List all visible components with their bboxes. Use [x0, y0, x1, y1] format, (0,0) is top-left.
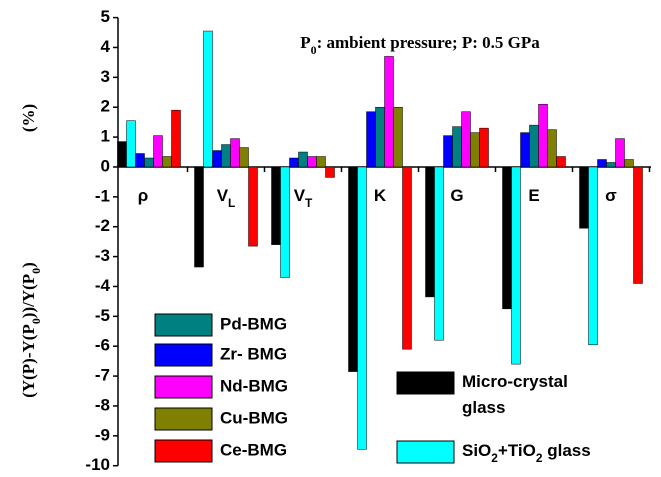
- legend-swatch: [154, 343, 213, 367]
- y-tick-label: -5: [95, 306, 110, 325]
- bar: [452, 126, 462, 168]
- bar: [624, 159, 634, 168]
- bar: [615, 138, 625, 168]
- legend-label: Pd-BMG: [220, 314, 287, 333]
- bar: [393, 106, 403, 168]
- y-tick-label: -3: [95, 246, 110, 265]
- y-tick-label: 4: [101, 37, 111, 56]
- y-axis-unit: (%): [19, 104, 38, 132]
- bar: [298, 151, 308, 168]
- y-tick-label: -8: [95, 395, 110, 414]
- bar: [194, 166, 204, 268]
- y-tick-label: -6: [95, 336, 110, 355]
- x-tick-label: G: [450, 186, 463, 205]
- y-tick-label: -4: [95, 276, 111, 295]
- bar: [162, 156, 172, 168]
- bar: [135, 153, 145, 168]
- bar: [230, 138, 240, 168]
- bar: [434, 166, 444, 341]
- legend-label: SiO2+TiO2 glass: [462, 441, 591, 465]
- x-tick-label: K: [374, 186, 387, 205]
- bar: [325, 166, 335, 178]
- bar: [203, 30, 213, 168]
- bar: [588, 166, 598, 345]
- y-tick-label: -10: [85, 455, 110, 474]
- bar: [538, 103, 548, 168]
- bar: [633, 166, 643, 284]
- bar: [357, 166, 367, 450]
- bar: [153, 135, 163, 168]
- bar: [316, 156, 326, 168]
- bar: [511, 166, 521, 365]
- y-tick-label: 3: [101, 67, 110, 86]
- y-tick-label: 1: [101, 127, 110, 146]
- bar: [126, 120, 136, 168]
- legend-label: Nd-BMG: [220, 376, 288, 395]
- bar: [144, 157, 154, 168]
- legend-swatch: [396, 440, 455, 464]
- y-tick-label: 2: [101, 97, 110, 116]
- y-axis-label: (Y(P)-Y(P0))/Y(P0): [19, 262, 43, 398]
- bar: [248, 166, 258, 247]
- chart-title: P0: ambient pressure; P: 0.5 GPa: [300, 33, 540, 57]
- bar: [375, 106, 385, 168]
- bar: [579, 166, 589, 229]
- x-tick-label: ρ: [138, 186, 149, 205]
- bar: [547, 129, 557, 168]
- bar: [461, 111, 471, 168]
- legend-label: Zr- BMG: [220, 344, 287, 363]
- legend-swatch: [154, 439, 213, 463]
- y-tick-label: -2: [95, 216, 110, 235]
- bar: [171, 109, 181, 168]
- y-tick-label: 5: [101, 7, 110, 26]
- legend-swatch: [396, 371, 455, 395]
- legend-swatch: [154, 313, 213, 337]
- legend-label: Ce-BMG: [220, 440, 287, 459]
- bar: [348, 166, 358, 372]
- bar: [212, 150, 222, 168]
- bar: [529, 124, 539, 168]
- x-tick-label: VT: [294, 186, 313, 210]
- bar: [280, 166, 290, 278]
- y-tick-label: 0: [101, 156, 110, 175]
- bar: [597, 159, 607, 168]
- bar: [606, 162, 616, 168]
- x-tick-label: σ: [605, 186, 617, 205]
- bar: [271, 166, 281, 245]
- bar: [239, 147, 249, 168]
- x-tick-label: E: [528, 186, 539, 205]
- bar: [289, 157, 299, 168]
- bar: [221, 144, 231, 168]
- bar: [384, 56, 394, 168]
- legend-label: Micro-crystal glass: [462, 372, 573, 417]
- bar: [479, 127, 489, 168]
- legend-swatch: [154, 375, 213, 399]
- bar: [502, 166, 512, 310]
- bar: [556, 156, 566, 168]
- bar: [470, 132, 480, 168]
- bar: [307, 156, 317, 168]
- bar: [520, 132, 530, 168]
- y-tick-label: -7: [95, 366, 110, 385]
- bar: [117, 141, 127, 168]
- bar: [366, 111, 376, 168]
- bar: [425, 166, 435, 298]
- bar: [443, 135, 453, 168]
- y-tick-label: -1: [95, 186, 110, 205]
- y-tick-label: -9: [95, 425, 110, 444]
- x-tick-label: VL: [217, 186, 236, 210]
- legend-swatch: [154, 407, 213, 431]
- bar: [402, 166, 412, 350]
- legend-label: Cu-BMG: [220, 408, 288, 427]
